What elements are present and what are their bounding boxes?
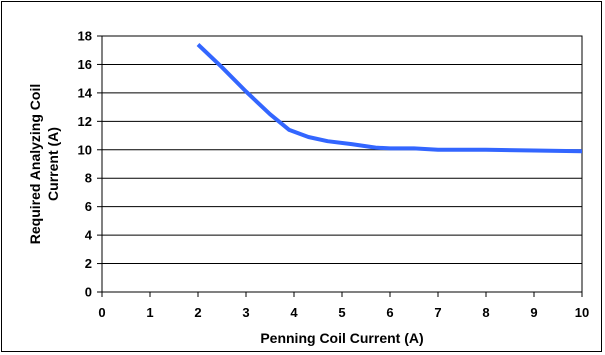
x-tick-label: 5	[338, 305, 345, 320]
x-tick-label: 6	[386, 305, 393, 320]
plot-area	[101, 35, 583, 293]
x-axis-title: Penning Coil Current (A)	[260, 330, 423, 346]
series-line-0	[196, 43, 583, 154]
series-layer	[196, 43, 583, 154]
x-axis-ticks: 0 1 2 3 4 5 6 7 8 9 10	[98, 292, 589, 320]
x-tick-label: 10	[575, 305, 589, 320]
y-tick-label: 12	[78, 114, 92, 129]
y-tick-label: 8	[85, 171, 92, 186]
x-tick-label: 8	[482, 305, 489, 320]
y-tick-label: 2	[85, 256, 92, 271]
x-tick-label: 7	[434, 305, 441, 320]
x-tick-label: 4	[290, 305, 298, 320]
y-tick-label: 10	[78, 142, 92, 157]
x-tick-label: 1	[146, 305, 153, 320]
y-tick-label: 14	[78, 85, 93, 100]
x-tick-label: 2	[194, 305, 201, 320]
y-axis-title-line-2: Current (A)	[45, 127, 61, 201]
x-tick-label: 0	[98, 305, 105, 320]
y-tick-label: 16	[78, 57, 92, 72]
y-tick-label: 6	[85, 199, 92, 214]
x-tick-label: 3	[242, 305, 249, 320]
y-tick-label: 18	[78, 29, 92, 44]
y-tick-label: 0	[85, 285, 92, 300]
x-tick-label: 9	[530, 305, 537, 320]
y-axis-ticks: 0 2 4 6 8 10 12 14 16 18	[78, 29, 102, 300]
gridlines	[102, 35, 582, 293]
y-axis-title-line-1: Required Analyzing Coil	[27, 84, 43, 245]
y-tick-label: 4	[85, 228, 93, 243]
